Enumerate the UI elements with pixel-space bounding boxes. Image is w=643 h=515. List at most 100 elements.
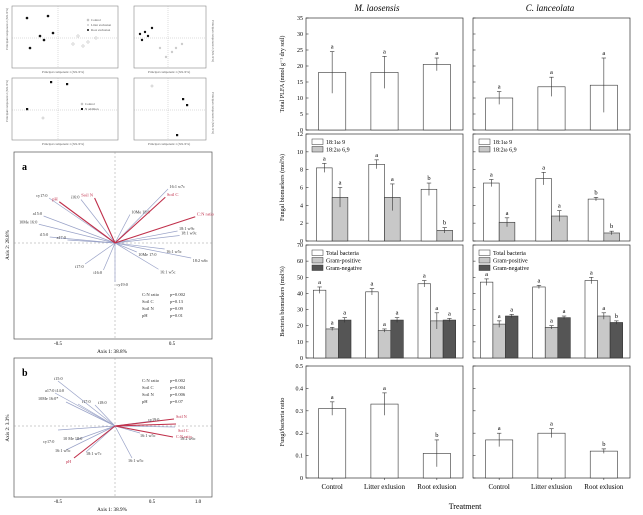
y-tick-label-2: 10 — [297, 96, 303, 102]
pca-frame-3 — [11, 77, 119, 141]
pca-points-2 — [138, 26, 184, 59]
y-tick-label-2: 4 — [300, 203, 303, 209]
pca-points-1 — [25, 14, 98, 50]
sig-letter-1-0: a — [542, 164, 545, 171]
rda-a-ylabel: Axis 2: 28.8% — [5, 229, 11, 260]
y-tick-label-1: 10 — [297, 340, 303, 346]
y-tick-label-7: 70 — [297, 243, 303, 249]
bar-panel-7: a a b Control Litter exlusion Root exlusion — [472, 365, 631, 491]
bar-panel-4: 0 10 20 30 40 50 60 70 Bacteria biomarkers (mol%… — [279, 243, 464, 362]
species-arrow-8 — [114, 230, 178, 244]
legend-label-0: Total bacteria — [326, 251, 359, 257]
bar-panel-1: a a a — [472, 17, 631, 131]
legend-label-0: Total bacteria — [493, 251, 526, 257]
rda-a-stat-0-p: p=0.002 — [170, 292, 186, 297]
pca-panels: Control Litter exclusion Root exclusion … — [5, 5, 215, 146]
pca-ylabel-4: Principal component 2 (XX.X%) — [211, 92, 215, 134]
bar-1-2 — [390, 319, 404, 359]
rda-b-vectors — [54, 380, 177, 459]
rda-b-stats: C:N ratio p=0.002 Soil C p=0.004 Soil N … — [142, 378, 186, 404]
bar-2-2 — [609, 322, 623, 359]
bar-panel-2: 0 2 4 6 8 10 12 Fungal biomarkers (mol%) a a a a b b 1… — [279, 132, 464, 245]
legend-label-1: Gram-positive — [326, 259, 361, 265]
y-tick-label-0: 0 — [300, 128, 303, 134]
sig-letter-2-1: a — [602, 305, 605, 312]
legend-label-2: Gram-negative — [493, 266, 529, 272]
pca-ylabel-3: Principal component 2 (XX.X%) — [5, 80, 9, 122]
species-label-16: 18:1 w9c — [181, 231, 197, 236]
svg-text:18:2 w6c: 18:2 w6c — [180, 436, 196, 441]
bar-2-0 — [589, 450, 618, 479]
sig-letter-2-2: b — [615, 313, 618, 320]
y-tick-label-3: 15 — [297, 80, 303, 86]
rda-a-stat-0-var: C:N ratio — [142, 292, 160, 297]
legend-swatch-0 — [478, 249, 491, 256]
bar-panel-6: 0 0.1 0.2 0.3 0.4 0.5 Fungi/bacteria ratio a a b C… — [279, 364, 464, 491]
species-arrow-4 — [43, 215, 116, 244]
sig-letter-0-0: a — [498, 425, 501, 432]
rda-b-stat-0-p: p=0.002 — [170, 378, 186, 383]
rda-a-stat-3-p: p=0.01 — [170, 313, 184, 318]
bar-0-2 — [505, 315, 519, 359]
svg-text:Soil C: Soil C — [178, 428, 189, 433]
sig-letter-0-1: a — [506, 210, 509, 217]
y-tick-label-1: 5 — [300, 112, 303, 118]
legend-label-1: 18:2ω 6,9 — [493, 148, 517, 154]
y-axis-label: Total PLFA (nmol g⁻¹ dry soil) — [279, 36, 286, 113]
rda-b-xtick-0: -0.5 — [54, 500, 62, 505]
rda-b-ylabel: Axis 2: 3.3% — [5, 414, 11, 442]
pca-xlabel-2: Principal component 1 (XX.X%) — [148, 70, 190, 74]
y-axis-label: Bacteria biomarkers (mol%) — [279, 266, 286, 336]
sig-letter-1-0: a — [550, 421, 553, 428]
sig-letter-0-2: a — [343, 310, 346, 317]
y-tick-label-2: 20 — [297, 324, 303, 330]
rda-b-labels: i15:0 a17:0 i14:0 10Me 16:0* i17:0 i18:0 cy… — [38, 376, 196, 464]
legend-swatch-0 — [311, 138, 324, 145]
bar-1-0 — [532, 286, 546, 359]
rda-b-frame — [13, 357, 213, 498]
y-tick-label-3: 0.3 — [296, 409, 304, 415]
env-arrow-0 — [58, 201, 116, 244]
rda-a-stat-3-var: pH — [142, 313, 148, 318]
x-tick-label-0: Control — [488, 483, 509, 491]
sig-letter-0-0: a — [485, 271, 488, 278]
svg-text:a17:0 i14:0: a17:0 i14:0 — [45, 388, 64, 393]
pca-ylabel-1: Principal component 2 (XX.X%) — [5, 8, 9, 50]
bar-1-2 — [557, 317, 571, 359]
species-arrow-16 — [114, 235, 180, 244]
bar-2-0 — [417, 283, 431, 359]
y-axis-label: Fungal biomarkers (mol%) — [279, 154, 286, 221]
legend-swatch-2 — [478, 264, 491, 271]
y-axis-label: Fungi/bacteria ratio — [279, 398, 286, 447]
y-tick-label-5: 10 — [297, 150, 303, 156]
legend-swatch-1 — [311, 257, 324, 264]
species-arrow-10 — [114, 242, 137, 253]
sig-letter-2-2: a — [448, 310, 451, 317]
legend-label-0: 18:1ω 9 — [326, 140, 345, 146]
bar-panel-0: 0 5 10 15 20 25 30 35 Total PLFA (nmol g⁻¹ dry s… — [279, 16, 464, 134]
legend-label-1: 18:2ω 6,9 — [326, 148, 350, 154]
sig-letter-0-0: a — [331, 394, 334, 401]
sig-letter-2-0: b — [602, 441, 605, 448]
species-label-15: 18:2 w6c — [193, 258, 209, 263]
species-arrow-1 — [80, 199, 116, 244]
rda-b-stat-2-p: p=0.006 — [170, 392, 186, 397]
bar-2-1 — [597, 315, 611, 359]
sig-letter-1-0: a — [375, 152, 378, 159]
y-tick-label-0: 0 — [300, 239, 303, 245]
species-label-5: 10Me 16:0 — [19, 219, 37, 224]
rda-a-xtick-0: -0.5 — [54, 342, 62, 347]
sig-letter-2-1: b — [443, 220, 446, 227]
svg-text:16:1 w5c: 16:1 w5c — [140, 433, 156, 438]
y-tick-label-2: 0.2 — [296, 431, 304, 437]
env-arrow-1 — [94, 197, 116, 244]
species-arrow-9 — [114, 242, 165, 250]
bar-1-0 — [368, 164, 385, 242]
species-label-8: 18:1 w9c — [179, 226, 195, 231]
col-title-1: C. lanceolata — [526, 3, 575, 13]
bar-1-1 — [544, 327, 559, 359]
species-label-11: i17:0 — [75, 264, 84, 269]
sig-letter-0-2: a — [510, 306, 513, 313]
y-tick-label-3: 6 — [300, 186, 303, 192]
species-label-2: cy17:0 — [36, 193, 47, 198]
